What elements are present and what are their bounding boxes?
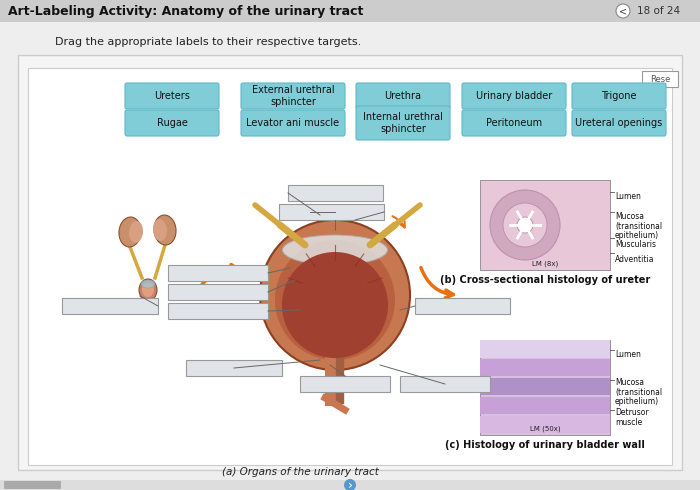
- FancyBboxPatch shape: [0, 480, 700, 490]
- Text: (c) Histology of urinary bladder wall: (c) Histology of urinary bladder wall: [445, 440, 645, 450]
- Text: LM (50x): LM (50x): [530, 425, 560, 432]
- Ellipse shape: [129, 221, 143, 243]
- Text: (a) Organs of the urinary tract: (a) Organs of the urinary tract: [222, 467, 379, 477]
- Text: Detrusor
muscle: Detrusor muscle: [615, 408, 649, 427]
- FancyBboxPatch shape: [480, 359, 610, 376]
- Text: Peritoneum: Peritoneum: [486, 118, 542, 128]
- FancyBboxPatch shape: [125, 110, 219, 136]
- Text: Levator ani muscle: Levator ani muscle: [246, 118, 340, 128]
- FancyBboxPatch shape: [28, 68, 672, 465]
- Text: Lumen: Lumen: [615, 192, 641, 201]
- Text: Ureteral openings: Ureteral openings: [575, 118, 663, 128]
- FancyBboxPatch shape: [241, 110, 345, 136]
- Circle shape: [490, 190, 560, 260]
- Text: Urethra: Urethra: [384, 91, 421, 101]
- FancyBboxPatch shape: [125, 83, 219, 109]
- Circle shape: [503, 203, 547, 247]
- Circle shape: [275, 240, 395, 360]
- FancyBboxPatch shape: [400, 376, 490, 392]
- FancyBboxPatch shape: [18, 55, 682, 470]
- FancyBboxPatch shape: [62, 298, 158, 314]
- Text: Mucosa
(transitional
epithelium): Mucosa (transitional epithelium): [615, 378, 662, 406]
- Text: Rese: Rese: [650, 74, 670, 83]
- FancyBboxPatch shape: [168, 284, 268, 300]
- Circle shape: [616, 4, 630, 18]
- FancyBboxPatch shape: [480, 378, 610, 395]
- FancyBboxPatch shape: [480, 340, 610, 358]
- FancyBboxPatch shape: [462, 83, 566, 109]
- Ellipse shape: [119, 217, 141, 247]
- Text: <: <: [619, 6, 627, 16]
- Text: Trigone: Trigone: [601, 91, 637, 101]
- FancyBboxPatch shape: [480, 340, 610, 357]
- Circle shape: [517, 217, 533, 233]
- Text: Drag the appropriate labels to their respective targets.: Drag the appropriate labels to their res…: [55, 37, 361, 47]
- FancyBboxPatch shape: [415, 298, 510, 314]
- FancyBboxPatch shape: [462, 110, 566, 136]
- FancyBboxPatch shape: [572, 83, 666, 109]
- FancyBboxPatch shape: [480, 340, 610, 435]
- Ellipse shape: [141, 280, 155, 288]
- Text: Lumen: Lumen: [615, 350, 641, 359]
- FancyBboxPatch shape: [186, 360, 282, 376]
- Text: Urinary bladder: Urinary bladder: [476, 91, 552, 101]
- Ellipse shape: [142, 283, 154, 297]
- FancyBboxPatch shape: [168, 303, 268, 319]
- Text: Muscularis: Muscularis: [615, 240, 656, 249]
- Ellipse shape: [154, 215, 176, 245]
- FancyBboxPatch shape: [300, 376, 390, 392]
- Text: 18 of 24: 18 of 24: [637, 6, 680, 16]
- Ellipse shape: [153, 219, 167, 241]
- Text: LM (8x): LM (8x): [532, 261, 558, 267]
- FancyBboxPatch shape: [642, 71, 678, 87]
- Circle shape: [344, 479, 356, 490]
- Text: Rugae: Rugae: [157, 118, 188, 128]
- Circle shape: [282, 252, 388, 358]
- FancyBboxPatch shape: [0, 0, 700, 22]
- Text: Adventitia: Adventitia: [615, 255, 654, 264]
- FancyBboxPatch shape: [288, 185, 383, 201]
- FancyBboxPatch shape: [168, 265, 268, 281]
- Ellipse shape: [283, 235, 388, 265]
- Text: Internal urethral
sphincter: Internal urethral sphincter: [363, 112, 443, 134]
- FancyBboxPatch shape: [572, 110, 666, 136]
- Text: Art-Labeling Activity: Anatomy of the urinary tract: Art-Labeling Activity: Anatomy of the ur…: [8, 4, 363, 18]
- FancyBboxPatch shape: [480, 180, 610, 270]
- Text: ›: ›: [347, 479, 353, 490]
- FancyBboxPatch shape: [356, 106, 450, 140]
- FancyBboxPatch shape: [480, 416, 610, 433]
- FancyBboxPatch shape: [4, 481, 61, 489]
- Text: Mucosa
(transitional
epithelium): Mucosa (transitional epithelium): [615, 212, 662, 241]
- Text: External urethral
sphincter: External urethral sphincter: [252, 85, 335, 107]
- FancyBboxPatch shape: [356, 83, 450, 109]
- FancyBboxPatch shape: [480, 397, 610, 414]
- FancyBboxPatch shape: [279, 204, 384, 220]
- Circle shape: [260, 220, 410, 370]
- Text: (b) Cross-sectional histology of ureter: (b) Cross-sectional histology of ureter: [440, 275, 650, 285]
- Ellipse shape: [139, 279, 157, 301]
- FancyBboxPatch shape: [241, 83, 345, 109]
- Text: Ureters: Ureters: [154, 91, 190, 101]
